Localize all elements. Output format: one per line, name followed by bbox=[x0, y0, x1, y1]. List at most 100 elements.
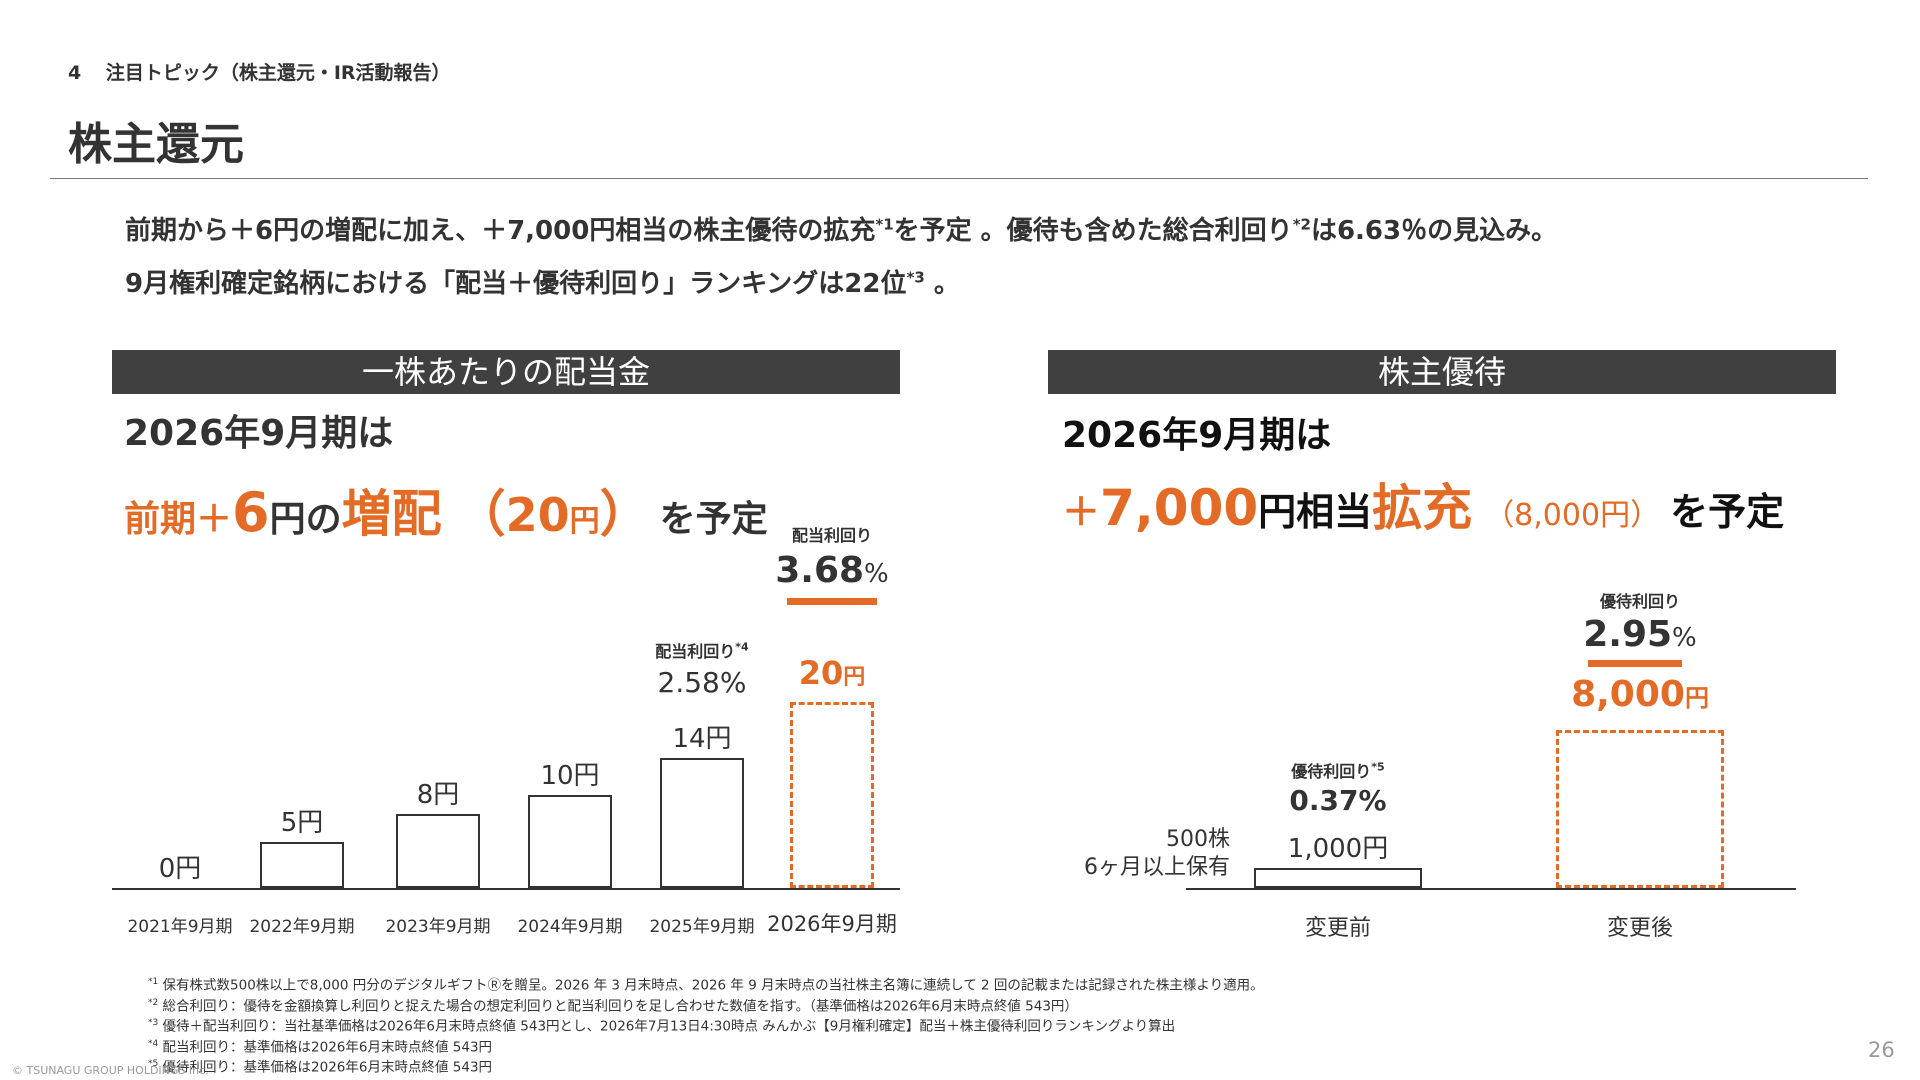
benefit-value-label: 8,000円 bbox=[1540, 674, 1740, 715]
headline-number: 20 bbox=[505, 488, 570, 542]
headline-number: 7,000 bbox=[1100, 479, 1259, 537]
dividend-value-label: 20円 bbox=[772, 654, 892, 692]
benefit-yield-caption: 優待利回り*5 bbox=[1291, 760, 1385, 782]
dividend-bar bbox=[528, 795, 612, 888]
headline-text: ＋ bbox=[1062, 490, 1101, 534]
benefit-value-label: 1,000円 bbox=[1287, 834, 1389, 865]
headline-unit: 円 bbox=[569, 504, 600, 539]
dividend-panel-header: 一株あたりの配当金 bbox=[112, 350, 900, 394]
dividend-bar bbox=[790, 702, 874, 888]
dividend-value-label: 8円 bbox=[416, 779, 460, 810]
dividend-category-label: 2023年9月期 bbox=[385, 917, 491, 937]
benefit-bar bbox=[1556, 729, 1724, 888]
page-title: 株主還元 bbox=[68, 119, 244, 170]
dividend-value-label: 10円 bbox=[540, 761, 600, 791]
section-label: 注目トピック（株主還元・IR活動報告） bbox=[105, 62, 451, 84]
yield-underline bbox=[1588, 659, 1682, 667]
dividend-yield-value: 3.68% bbox=[752, 550, 912, 591]
footnote-text: 配当利回り：基準価格は2026年6月末時点終値 543円 bbox=[158, 1039, 493, 1055]
holding-condition-shares: 500株 bbox=[1166, 827, 1230, 852]
footnote-marker: *5 bbox=[148, 1059, 159, 1069]
yield-unit: % bbox=[864, 559, 889, 589]
intro-line-2: 9月権利確定銘柄における「配当＋優待利回り」ランキングは22位*3 。 bbox=[125, 263, 960, 300]
x-axis bbox=[112, 888, 900, 890]
dividend-yield-value: 2.58% bbox=[657, 665, 747, 699]
headline-paren: （ bbox=[455, 485, 506, 543]
breadcrumb: 4 注目トピック（株主還元・IR活動報告） bbox=[68, 58, 451, 85]
benefit-category-label: 変更後 bbox=[1606, 916, 1673, 941]
yield-number: 3.68 bbox=[775, 550, 865, 591]
value-number: 20 bbox=[798, 654, 844, 692]
dividend-yield-caption: 配当利回り bbox=[791, 526, 872, 545]
headline-paren: （8,000円） bbox=[1484, 498, 1661, 533]
footnote-ref: *3 bbox=[906, 268, 925, 287]
intro-text: 9月権利確定銘柄における「配当＋優待利回り」ランキングは22位 bbox=[125, 269, 907, 299]
footnote-item: *5 優待利回り：基準価格は2026年6月末時点終値 543円 bbox=[148, 1056, 1264, 1077]
dividend-category-label: 2026年9月期 bbox=[767, 912, 897, 936]
benefit-headline: ＋7,000円相当拡充 （8,000円） を予定 bbox=[1062, 468, 1784, 540]
dividend-value-label: 5円 bbox=[280, 807, 324, 838]
headline-text: を予定 bbox=[1670, 490, 1785, 534]
benefit-category-label: 変更前 bbox=[1304, 916, 1371, 941]
x-axis bbox=[1186, 888, 1796, 890]
headline-text: 円相当 bbox=[1258, 490, 1373, 534]
footnote-ref: *2 bbox=[1292, 215, 1311, 234]
holding-condition: 500株 6ヶ月以上保有 bbox=[1060, 826, 1230, 882]
footnote-item: *2 総合利回り：優待を金額換算し利回りと捉えた場合の想定利回りと配当利回りを足… bbox=[148, 995, 1264, 1016]
dividend-value-label: 0円 bbox=[158, 854, 202, 884]
value-unit: 円 bbox=[1684, 683, 1709, 712]
holding-condition-period: 6ヶ月以上保有 bbox=[1084, 855, 1230, 880]
dividend-category-label: 2025年9月期 bbox=[649, 917, 755, 937]
footnote-marker: *3 bbox=[148, 1018, 159, 1028]
footnote-item: *3 優待＋配当利回り：当社基準価格は2026年6月末時点終値 543円とし、2… bbox=[148, 1015, 1264, 1036]
footnote-item: *1 保有株式数500株以上で8,000 円分のデジタルギフトⓇを贈呈。2026… bbox=[148, 974, 1264, 995]
dividend-bar bbox=[260, 841, 344, 888]
dividend-yield-caption: 配当利回り*4 bbox=[655, 640, 749, 661]
dividend-category-label: 2024年9月期 bbox=[517, 917, 623, 937]
benefit-bar bbox=[1254, 868, 1422, 888]
footnote-marker: *4 bbox=[148, 1038, 159, 1049]
dividend-bar bbox=[396, 813, 480, 888]
intro-text: は6.63％の見込み。 bbox=[1310, 216, 1558, 246]
benefit-yield-value: 2.95% bbox=[1560, 614, 1720, 655]
copyright: © TSUNAGU GROUP HOLDINGS Inc. bbox=[12, 1064, 209, 1077]
dividend-category-label: 2022年9月期 bbox=[249, 917, 355, 937]
dividend-category-label: 2021年9月期 bbox=[127, 917, 233, 937]
dividend-subheading: 2026年9月期は bbox=[124, 413, 394, 454]
benefit-yield-value: 0.37% bbox=[1289, 784, 1387, 818]
benefit-yield-caption: 優待利回り bbox=[1599, 591, 1680, 611]
dividend-bar bbox=[660, 757, 744, 888]
dividend-headline: 前期＋6円の増配 （20円） を予定 bbox=[124, 474, 768, 546]
footnote-ref: *4 bbox=[735, 640, 749, 654]
benefit-panel-header: 株主優待 bbox=[1048, 350, 1836, 394]
headline-text: 円の bbox=[269, 499, 342, 540]
section-number: 4 bbox=[68, 62, 82, 84]
headline-text: 前期＋ bbox=[124, 499, 233, 540]
headline-number: 6 bbox=[232, 481, 270, 544]
value-unit: 円 bbox=[843, 665, 866, 690]
footnote-ref: *1 bbox=[875, 215, 894, 234]
intro-line-1: 前期から＋6円の増配に加え、＋7,000円相当の株主優待の拡充*1を予定 。優待… bbox=[125, 210, 1557, 247]
footnote-item: *4 配当利回り：基準価格は2026年6月末時点終値 543円 bbox=[148, 1036, 1264, 1057]
footnotes: *1 保有株式数500株以上で8,000 円分のデジタルギフトⓇを贈呈。2026… bbox=[148, 974, 1264, 1077]
benefit-subheading: 2026年9月期は bbox=[1062, 415, 1332, 456]
intro-text: 。 bbox=[924, 269, 960, 299]
intro-text: 前期から＋6円の増配に加え、＋7,000円相当の株主優待の拡充 bbox=[125, 216, 876, 246]
page-number: 26 bbox=[1868, 1038, 1895, 1062]
yield-number: 2.95 bbox=[1583, 613, 1673, 655]
yield-unit: % bbox=[1672, 622, 1697, 653]
headline-text: を予定 bbox=[659, 499, 768, 540]
footnote-text: 優待利回り：基準価格は2026年6月末時点終値 543円 bbox=[158, 1059, 493, 1076]
footnote-marker: *2 bbox=[148, 997, 159, 1008]
yield-underline bbox=[787, 598, 877, 605]
footnote-text: 総合利回り：優待を金額換算し利回りと捉えた場合の想定利回りと配当利回りを足し合わ… bbox=[158, 998, 1078, 1014]
footnote-ref: *5 bbox=[1371, 760, 1385, 774]
headline-paren: ） bbox=[599, 485, 650, 543]
value-number: 8,000 bbox=[1571, 673, 1685, 715]
headline-emphasis: 増配 bbox=[341, 485, 442, 543]
headline-emphasis: 拡充 bbox=[1372, 479, 1473, 537]
dividend-value-label: 14円 bbox=[672, 723, 732, 754]
footnote-text: 保有株式数500株以上で8,000 円分のデジタルギフトⓇを贈呈。2026 年 … bbox=[158, 977, 1264, 994]
footnote-marker: *1 bbox=[148, 977, 159, 987]
footnote-text: 優待＋配当利回り：当社基準価格は2026年6月末時点終値 543円とし、2026… bbox=[158, 1018, 1176, 1035]
